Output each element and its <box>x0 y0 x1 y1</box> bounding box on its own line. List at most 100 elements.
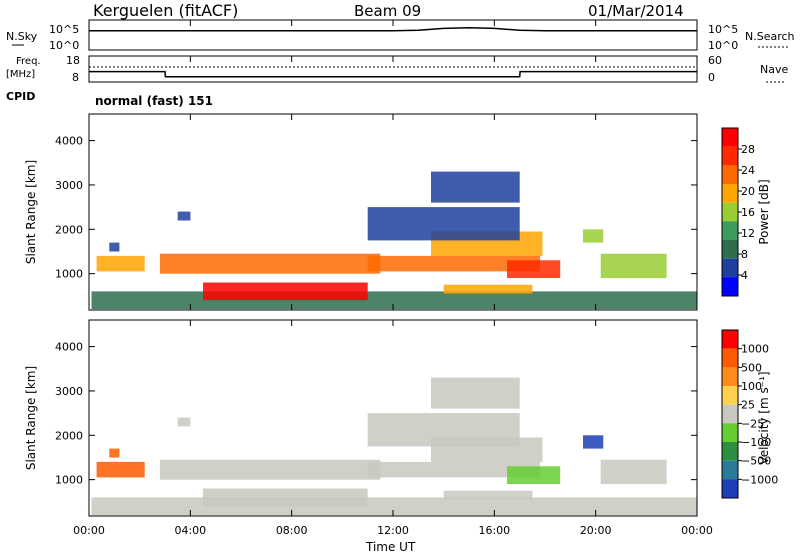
echo-region <box>96 255 145 272</box>
cpid-value: normal (fast) 151 <box>95 94 213 108</box>
cbar-tick-label: 4 <box>741 269 748 282</box>
y-tick-label: 1000 <box>55 268 83 281</box>
colorbar-swatch <box>722 128 738 147</box>
beam-title: Beam 09 <box>354 2 421 20</box>
date-title: 01/Mar/2014 <box>588 2 684 20</box>
echo-region <box>600 459 667 485</box>
noise-right-bottom: 10^0 <box>708 39 738 52</box>
noise-strip: N.Sky 10^5 10^0 10^5 10^0 N.Search <box>6 19 795 52</box>
colorbar-swatch <box>722 367 738 386</box>
colorbar-frame <box>721 329 739 499</box>
nave-tick-bottom: 0 <box>708 71 715 84</box>
echo-region <box>507 466 561 484</box>
echo-region <box>583 229 604 243</box>
y-tick-label: 4000 <box>55 341 83 354</box>
freq-label-2: [MHz] <box>6 69 35 80</box>
nave-label: Nave <box>760 63 788 76</box>
cbar-tick-label: 100 <box>741 380 762 393</box>
colorbar-swatch <box>722 146 738 166</box>
cbar-tick-label: −25 <box>741 417 764 430</box>
cbar-tick-label: −1000 <box>741 473 778 486</box>
echo-region <box>507 260 561 278</box>
colorbar-swatch <box>722 221 738 240</box>
x-tick-label: 00:00 <box>681 524 713 537</box>
y-tick-label: 4000 <box>55 135 83 148</box>
echo-region <box>367 207 520 241</box>
echo-region <box>367 461 540 478</box>
colorbar-swatch <box>722 423 738 442</box>
echo-region <box>109 242 120 252</box>
cbar-tick-label: 25 <box>741 399 755 412</box>
cbar-tick-label: 12 <box>741 227 755 240</box>
echo-region <box>431 171 520 203</box>
nave-tick-top: 60 <box>708 54 722 67</box>
echo-region <box>583 435 604 449</box>
velocity-ylabel: Slant Range [km] <box>24 366 38 470</box>
cbar-tick-label: 24 <box>741 164 755 177</box>
echo-region <box>600 253 667 279</box>
echo-region <box>367 255 540 272</box>
cbar-tick-label: −500 <box>741 455 771 468</box>
y-tick-label: 2000 <box>55 223 83 236</box>
x-tick-label: 12:00 <box>377 524 409 537</box>
freq-tick-bottom: 8 <box>72 71 79 84</box>
colorbar-swatch <box>722 277 738 296</box>
echo-region <box>96 461 145 478</box>
station-title: Kerguelen (fitACF) <box>93 1 238 20</box>
x-tick-label: 08:00 <box>276 524 308 537</box>
echo-region <box>203 282 368 301</box>
cbar-tick-label: 16 <box>741 206 755 219</box>
x-axis-label: Time UT <box>365 540 416 554</box>
echo-region <box>91 291 697 310</box>
echo-region <box>91 497 697 516</box>
y-tick-label: 2000 <box>55 429 83 442</box>
colorbar-swatch <box>722 202 738 222</box>
x-tick-label: 20:00 <box>580 524 612 537</box>
freq-label-1: Freq. <box>16 56 41 67</box>
cbar-tick-label: 20 <box>741 185 755 198</box>
x-tick-label: 16:00 <box>478 524 510 537</box>
cbar-tick-label: 28 <box>741 143 755 156</box>
echo-region <box>177 211 191 221</box>
power-colorbar: 28 24 20 16 12 8 4 <box>721 127 755 297</box>
power-data <box>91 171 697 310</box>
colorbar-swatch <box>722 165 738 184</box>
cbar-tick-label: 1000 <box>741 343 769 356</box>
cpid-label: CPID <box>6 90 35 103</box>
x-tick-label: 00:00 <box>73 524 105 537</box>
velocity-cbar-label: Velocity [m s⁻¹] <box>757 371 771 464</box>
freq-strip: Freq. [MHz] 18 8 60 0 Nave CPID normal (… <box>6 54 788 108</box>
x-axis: 00:00 04:00 08:00 12:00 16:00 20:00 00:00 <box>73 20 713 537</box>
nsky-line <box>89 27 697 32</box>
cbar-tick-label: 500 <box>741 361 762 374</box>
freq-tick-top: 18 <box>66 54 80 67</box>
velocity-data <box>91 377 697 516</box>
colorbar-swatch <box>722 184 738 203</box>
colorbar-swatch <box>722 386 738 405</box>
colorbar-swatch <box>722 442 738 461</box>
noise-right-top: 10^5 <box>708 23 738 36</box>
x-tick-label: 04:00 <box>174 524 206 537</box>
colorbar-swatch <box>722 258 738 278</box>
power-panel: 1000 2000 3000 4000 Slant Range [km] <box>24 113 698 311</box>
noise-left-top: 10^5 <box>49 23 79 36</box>
echo-region <box>431 377 520 409</box>
echo-region <box>203 488 368 507</box>
power-ylabel: Slant Range [km] <box>24 160 38 264</box>
y-tick-label: 3000 <box>55 385 83 398</box>
y-tick-label: 1000 <box>55 474 83 487</box>
velocity-colorbar: 1000 500 100 25 −25 −100 −500 −1000 <box>721 329 778 499</box>
echo-region <box>109 448 120 458</box>
echo-region <box>177 417 191 427</box>
cbar-tick-label: −100 <box>741 436 771 449</box>
nsky-label: N.Sky <box>6 30 38 43</box>
colorbar-swatch <box>722 479 738 498</box>
y-tick-label: 3000 <box>55 179 83 192</box>
noise-left-bottom: 10^0 <box>49 39 79 52</box>
power-cbar-label: Power [dB] <box>757 179 771 244</box>
echo-region <box>443 284 533 294</box>
cbar-tick-label: 8 <box>741 248 748 261</box>
velocity-panel: 1000 2000 3000 4000 Slant Range [km] <box>24 319 698 517</box>
echo-region <box>159 459 381 480</box>
colorbar-swatch <box>722 330 738 349</box>
